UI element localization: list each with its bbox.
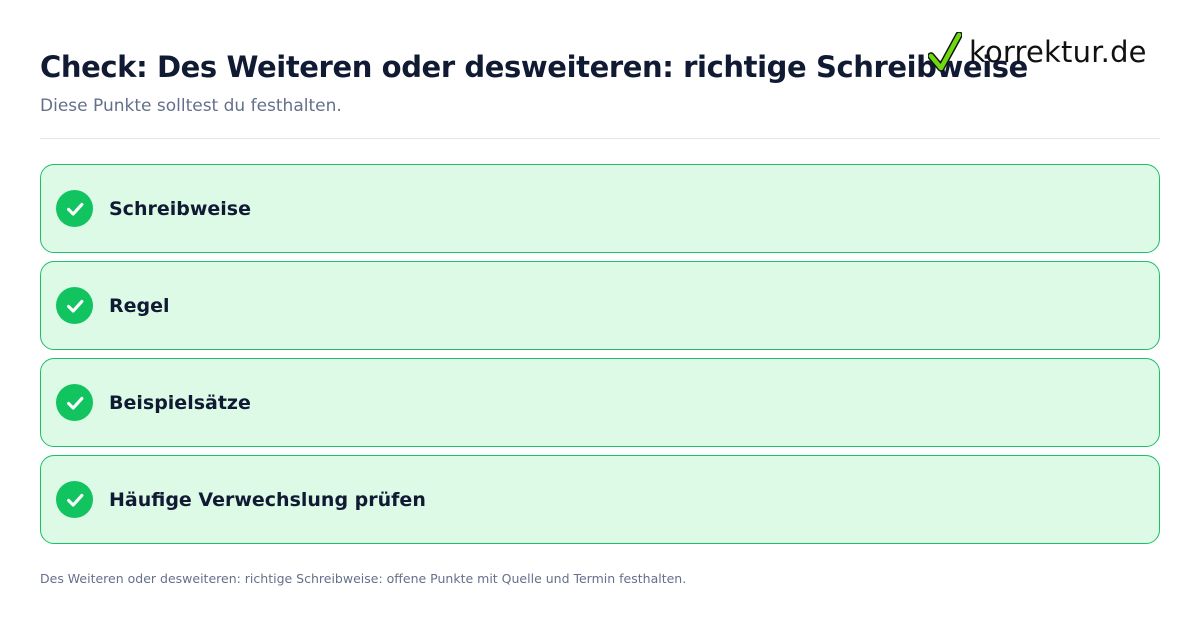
check-circle-icon bbox=[56, 190, 93, 227]
checklist-item: Häufige Verwechslung prüfen bbox=[40, 455, 1160, 544]
checklist-item-label: Beispielsätze bbox=[109, 391, 251, 414]
checkmark-icon bbox=[928, 32, 962, 72]
checklist-item-label: Schreibweise bbox=[109, 197, 251, 220]
logo: korrektur.de bbox=[928, 30, 1147, 74]
check-circle-icon bbox=[56, 287, 93, 324]
check-circle-icon bbox=[56, 384, 93, 421]
checklist-item: Regel bbox=[40, 261, 1160, 350]
checklist-item-label: Häufige Verwechslung prüfen bbox=[109, 488, 426, 511]
header-divider bbox=[40, 138, 1160, 139]
logo-text: korrektur.de bbox=[969, 35, 1147, 69]
check-circle-icon bbox=[56, 481, 93, 518]
checklist: Schreibweise Regel Beispielsätze Häufige… bbox=[40, 164, 1160, 552]
page-title: Check: Des Weiteren oder desweiteren: ri… bbox=[40, 50, 1028, 84]
footer-note: Des Weiteren oder desweiteren: richtige … bbox=[40, 571, 687, 586]
page-subtitle: Diese Punkte solltest du festhalten. bbox=[40, 96, 342, 116]
checklist-item: Beispielsätze bbox=[40, 358, 1160, 447]
checklist-item: Schreibweise bbox=[40, 164, 1160, 253]
checklist-item-label: Regel bbox=[109, 294, 170, 317]
